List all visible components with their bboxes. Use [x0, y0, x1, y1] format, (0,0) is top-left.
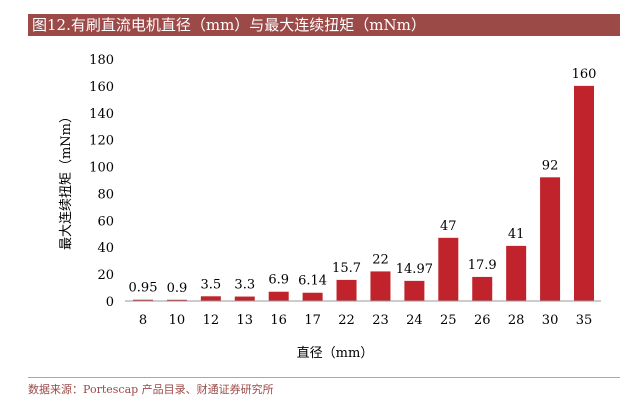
- bar: [472, 276, 493, 301]
- y-tick-label: 20: [97, 268, 114, 283]
- data-label: 41: [508, 227, 525, 242]
- data-label: 92: [542, 158, 559, 173]
- x-tick-label: 16: [270, 313, 287, 328]
- data-label: 0.95: [129, 281, 158, 296]
- data-label: 47: [440, 219, 457, 234]
- y-tick-label: 40: [97, 241, 114, 256]
- x-tick-label: 23: [372, 313, 389, 328]
- x-tick-label: 22: [338, 313, 355, 328]
- y-tick-label: 80: [97, 187, 114, 202]
- data-label: 3.3: [234, 278, 255, 293]
- bar: [234, 296, 255, 301]
- x-tick-label: 25: [440, 313, 457, 328]
- bar: [166, 299, 187, 301]
- x-tick-label: 26: [474, 313, 491, 328]
- x-tick-label: 12: [203, 313, 220, 328]
- y-tick-label: 0: [106, 295, 114, 310]
- y-tick-label: 100: [89, 161, 114, 176]
- y-tick-label: 140: [89, 107, 114, 122]
- data-label: 3.5: [201, 277, 222, 292]
- data-label: 17.9: [468, 258, 497, 273]
- y-tick-label: 160: [89, 80, 114, 95]
- y-tick-label: 120: [89, 134, 114, 149]
- x-tick-label: 35: [576, 313, 593, 328]
- bar: [404, 280, 425, 301]
- x-tick-label: 13: [236, 313, 253, 328]
- x-axis-label: 直径（mm）: [297, 346, 374, 361]
- y-tick-label: 180: [89, 53, 114, 68]
- figure-title: 图12.有刷直流电机直径（mm）与最大连续扭矩（mNm）: [28, 14, 620, 36]
- data-label: 6.9: [268, 273, 289, 288]
- data-label: 22: [372, 252, 389, 267]
- bar: [370, 271, 391, 301]
- data-label: 14.97: [396, 262, 433, 277]
- bar: [540, 177, 561, 301]
- data-label: 6.14: [298, 274, 327, 289]
- data-label: 0.9: [167, 281, 188, 296]
- bar: [302, 292, 323, 301]
- data-label: 15.7: [332, 261, 361, 276]
- data-label: 160: [572, 67, 597, 82]
- bar: [506, 245, 527, 301]
- x-tick-label: 30: [542, 313, 559, 328]
- bar: [268, 291, 289, 301]
- bar: [200, 296, 221, 301]
- source-note: 数据来源：Portescap 产品目录、财通证券研究所: [28, 383, 274, 396]
- x-tick-label: 28: [508, 313, 525, 328]
- bar: [133, 299, 153, 301]
- y-axis-label: 最大连续扭矩（mNm）: [58, 110, 74, 250]
- y-tick-label: 60: [97, 214, 114, 229]
- x-tick-label: 17: [304, 313, 321, 328]
- source-divider: [28, 377, 620, 378]
- x-tick-label: 24: [406, 313, 423, 328]
- x-tick-label: 8: [139, 313, 147, 328]
- bar: [574, 85, 594, 301]
- bar: [336, 279, 357, 301]
- x-tick-label: 10: [169, 313, 186, 328]
- bar: [438, 237, 459, 301]
